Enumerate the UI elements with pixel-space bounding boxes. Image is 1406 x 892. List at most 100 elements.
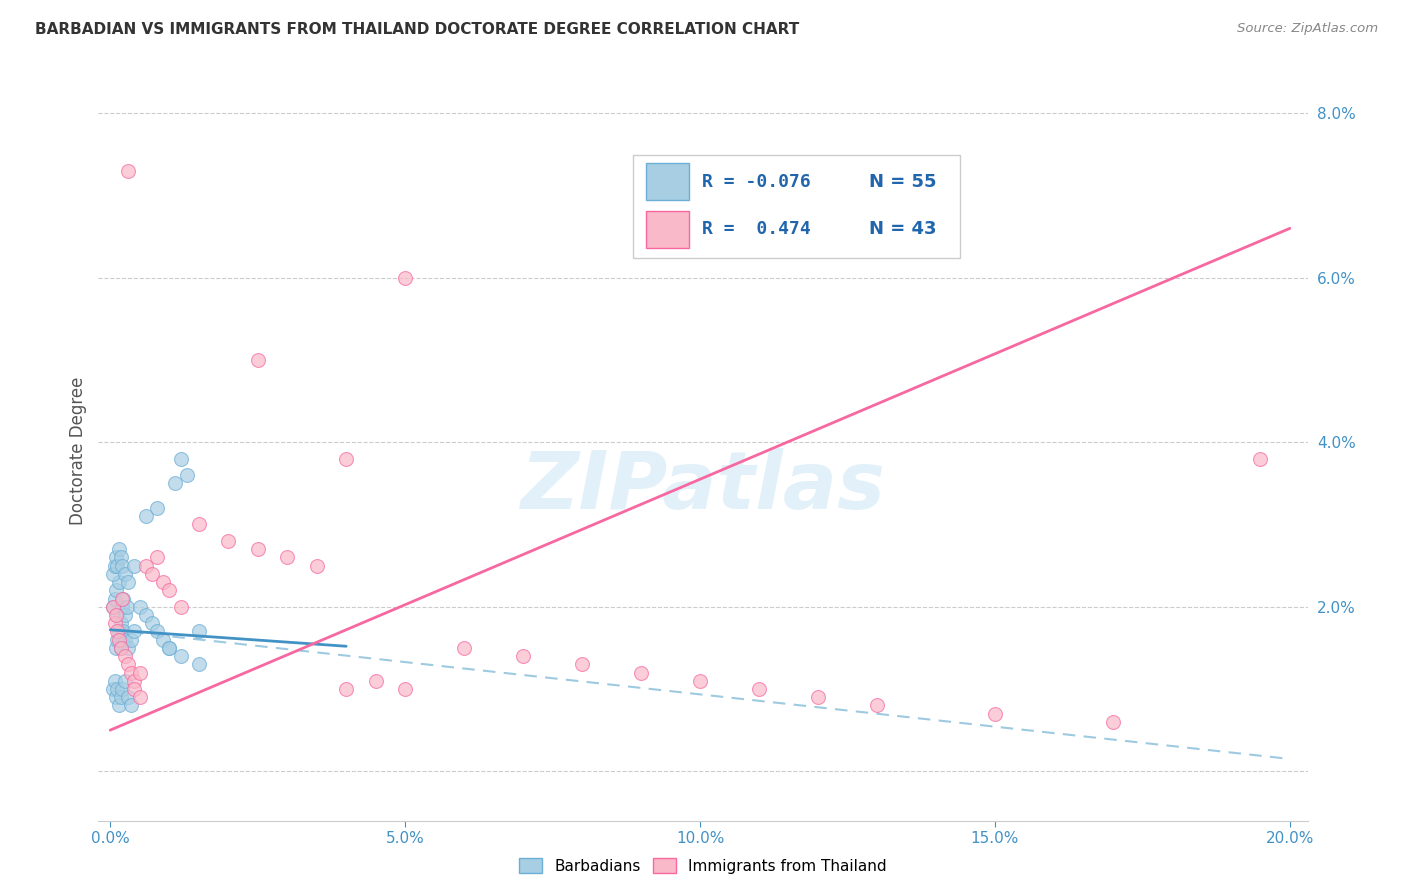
Point — [110, 640, 132, 655]
Point — [105, 690, 128, 705]
Point — [1102, 714, 1125, 729]
Point — [110, 616, 132, 631]
Point — [114, 673, 136, 688]
Point — [128, 599, 150, 614]
Point — [246, 542, 269, 557]
Point — [111, 599, 134, 614]
Point — [187, 624, 209, 639]
Point — [105, 632, 128, 647]
Point — [141, 616, 163, 631]
Point — [101, 566, 124, 581]
Point — [114, 607, 136, 622]
Point — [105, 607, 128, 622]
Point — [276, 550, 298, 565]
Point — [453, 640, 475, 655]
Point — [105, 681, 128, 696]
Point — [108, 542, 131, 557]
Point — [141, 566, 163, 581]
Point — [120, 665, 142, 680]
Point — [128, 690, 150, 705]
Text: Source: ZipAtlas.com: Source: ZipAtlas.com — [1237, 22, 1378, 36]
Point — [112, 591, 135, 606]
Y-axis label: Doctorate Degree: Doctorate Degree — [69, 376, 87, 524]
Point — [689, 673, 711, 688]
Point — [187, 517, 209, 532]
Point — [117, 163, 139, 178]
Point — [104, 558, 127, 573]
Point — [165, 476, 187, 491]
Point — [394, 270, 416, 285]
Point — [152, 632, 174, 647]
Point — [105, 607, 128, 622]
Point — [105, 550, 128, 565]
Point — [122, 673, 145, 688]
Point — [110, 690, 132, 705]
Point — [112, 624, 135, 639]
Point — [571, 657, 593, 672]
Point — [146, 624, 169, 639]
Point — [101, 599, 124, 614]
Point — [104, 673, 127, 688]
Point — [120, 698, 142, 713]
FancyBboxPatch shape — [633, 155, 960, 258]
Bar — [647, 211, 689, 248]
Point — [157, 583, 180, 598]
Text: N = 43: N = 43 — [869, 220, 936, 238]
Point — [111, 632, 134, 647]
Point — [135, 558, 157, 573]
Text: R = -0.076: R = -0.076 — [702, 173, 811, 191]
Point — [110, 640, 132, 655]
Point — [111, 591, 134, 606]
Point — [135, 607, 157, 622]
Point — [105, 583, 128, 598]
Text: R =  0.474: R = 0.474 — [702, 220, 811, 238]
Point — [108, 624, 131, 639]
Text: N = 55: N = 55 — [869, 173, 936, 191]
Point — [122, 681, 145, 696]
Point — [117, 690, 139, 705]
Point — [128, 665, 150, 680]
Point — [110, 550, 132, 565]
Point — [117, 657, 139, 672]
Legend: Barbadians, Immigrants from Thailand: Barbadians, Immigrants from Thailand — [513, 852, 893, 880]
Point — [117, 640, 139, 655]
Point — [807, 690, 830, 705]
Point — [512, 649, 534, 664]
Point — [146, 501, 169, 516]
Point — [394, 681, 416, 696]
Point — [104, 591, 127, 606]
Point — [217, 533, 239, 548]
Bar — [647, 163, 689, 201]
Point — [105, 640, 128, 655]
Point — [111, 681, 134, 696]
Point — [305, 558, 328, 573]
Point — [866, 698, 889, 713]
Point — [135, 509, 157, 524]
Point — [115, 599, 138, 614]
Point — [170, 451, 193, 466]
Point — [105, 558, 128, 573]
Point — [157, 640, 180, 655]
Point — [170, 599, 193, 614]
Text: ZIPatlas: ZIPatlas — [520, 449, 886, 526]
Point — [335, 681, 357, 696]
Point — [120, 632, 142, 647]
Point — [101, 599, 124, 614]
Point — [104, 616, 127, 631]
Point — [101, 681, 124, 696]
Text: BARBADIAN VS IMMIGRANTS FROM THAILAND DOCTORATE DEGREE CORRELATION CHART: BARBADIAN VS IMMIGRANTS FROM THAILAND DO… — [35, 22, 800, 37]
Point — [146, 550, 169, 565]
Point — [111, 558, 134, 573]
Point — [364, 673, 387, 688]
Point — [630, 665, 652, 680]
Point — [108, 632, 131, 647]
Point — [157, 640, 180, 655]
Point — [246, 353, 269, 368]
Point — [152, 575, 174, 590]
Point — [114, 649, 136, 664]
Point — [114, 566, 136, 581]
Point — [108, 698, 131, 713]
Point — [984, 706, 1007, 721]
Point — [748, 681, 770, 696]
Point — [187, 657, 209, 672]
